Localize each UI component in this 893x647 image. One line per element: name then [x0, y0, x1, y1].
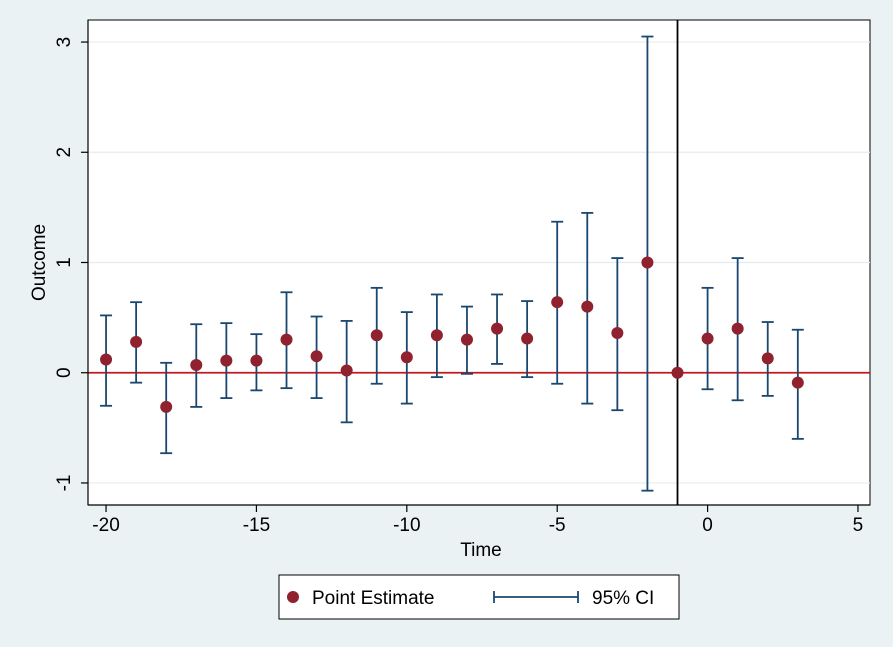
point-estimate-marker [340, 364, 353, 377]
point-estimate-marker [671, 366, 684, 379]
legend-box [278, 574, 680, 620]
point-estimate-marker [370, 329, 383, 342]
y-axis-title: Outcome [29, 224, 50, 301]
point-estimate-marker [400, 351, 413, 364]
x-tick-label: -10 [393, 515, 420, 536]
point-estimate-marker [521, 332, 534, 345]
point-estimate-marker [551, 296, 564, 309]
x-tick-label: -5 [549, 515, 566, 536]
x-tick-label: -15 [243, 515, 270, 536]
y-tick-label: 3 [54, 37, 75, 48]
point-estimate-marker [491, 322, 504, 335]
point-estimate-marker [611, 327, 624, 340]
point-estimate-marker [641, 256, 654, 269]
point-estimate-marker [460, 333, 473, 346]
point-estimate-marker [310, 350, 323, 363]
x-axis-title: Time [460, 540, 502, 561]
point-estimate-marker [701, 332, 714, 345]
y-tick-label: 0 [54, 367, 75, 378]
y-tick-label: 2 [54, 147, 75, 158]
point-estimate-marker [791, 376, 804, 389]
point-estimate-marker [130, 335, 143, 348]
point-estimate-marker [430, 329, 443, 342]
y-tick-label: -1 [54, 475, 75, 492]
point-estimate-marker [581, 300, 594, 313]
point-estimate-marker [160, 400, 173, 413]
legend-label-point-estimate: Point Estimate [312, 588, 435, 609]
point-estimate-marker [220, 354, 233, 367]
x-tick-label: 5 [853, 515, 864, 536]
point-estimate-marker [190, 359, 203, 372]
legend: Point Estimate 95% CI [278, 574, 680, 620]
point-estimate-marker [100, 353, 113, 366]
point-estimate-marker [731, 322, 744, 335]
legend-point-marker [287, 591, 299, 603]
x-tick-label: -20 [92, 515, 119, 536]
point-estimate-marker [250, 354, 263, 367]
y-tick-label: 1 [54, 257, 75, 268]
point-estimate-marker [761, 352, 774, 365]
point-estimate-marker [280, 333, 293, 346]
x-tick-label: 0 [702, 515, 713, 536]
legend-label-ci: 95% CI [592, 588, 654, 609]
